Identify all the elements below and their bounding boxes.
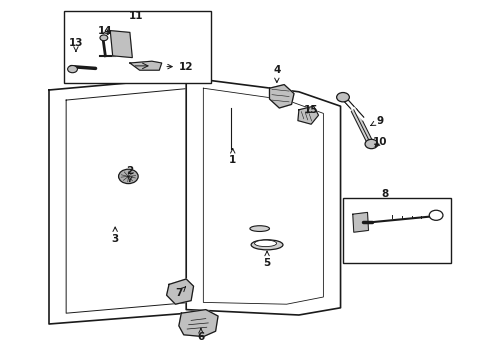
Circle shape [429, 210, 443, 220]
Polygon shape [130, 61, 162, 70]
Polygon shape [298, 106, 319, 124]
Text: 1: 1 [229, 149, 236, 165]
Bar [343, 198, 451, 263]
Circle shape [337, 93, 349, 102]
Circle shape [100, 35, 108, 41]
Bar [64, 11, 211, 83]
Text: 3: 3 [112, 227, 119, 244]
Text: 14: 14 [98, 26, 113, 36]
Polygon shape [167, 279, 194, 304]
Text: 11: 11 [129, 11, 144, 21]
Text: 2: 2 [126, 166, 133, 181]
Text: 5: 5 [264, 251, 270, 268]
Text: 15: 15 [304, 105, 318, 115]
Ellipse shape [255, 240, 276, 247]
Polygon shape [353, 212, 368, 232]
Circle shape [68, 66, 77, 73]
Ellipse shape [251, 240, 283, 250]
Polygon shape [179, 310, 218, 337]
Text: 7: 7 [175, 287, 186, 298]
Circle shape [119, 169, 138, 184]
Text: 12: 12 [167, 62, 194, 72]
Circle shape [365, 139, 378, 149]
Ellipse shape [250, 226, 270, 231]
Text: 9: 9 [371, 116, 383, 126]
Polygon shape [186, 77, 341, 315]
Text: 8: 8 [381, 189, 388, 199]
Text: 13: 13 [69, 38, 83, 51]
Polygon shape [270, 85, 294, 108]
Text: 6: 6 [197, 328, 204, 342]
Polygon shape [110, 31, 132, 58]
Text: 4: 4 [273, 65, 281, 82]
Text: 10: 10 [372, 137, 387, 147]
Polygon shape [49, 76, 211, 324]
